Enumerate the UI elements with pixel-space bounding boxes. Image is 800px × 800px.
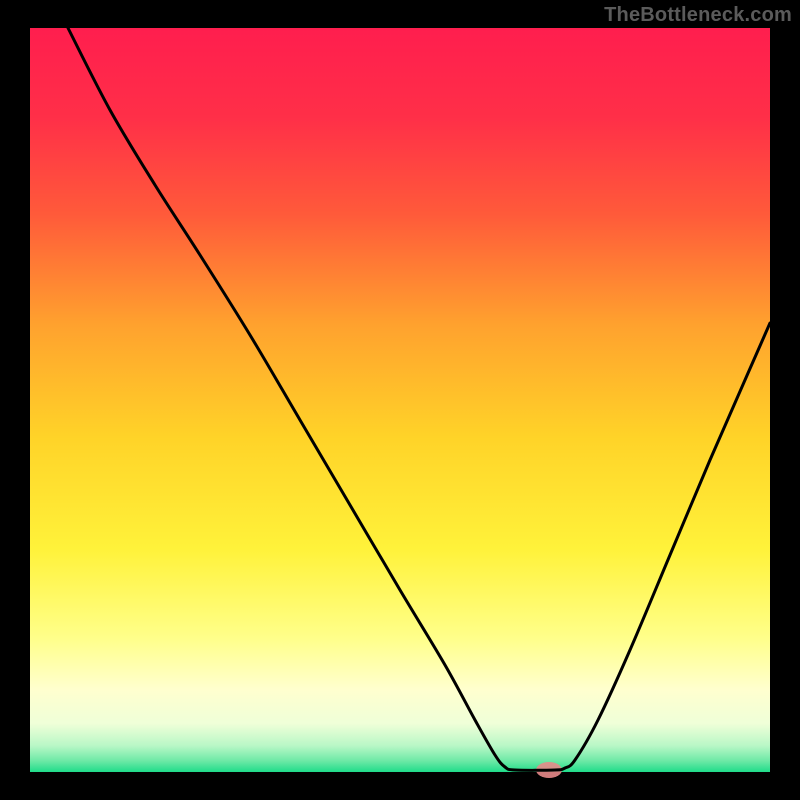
watermark-text: TheBottleneck.com [604, 4, 792, 27]
bottleneck-chart [0, 0, 800, 800]
plot-background [30, 28, 770, 772]
